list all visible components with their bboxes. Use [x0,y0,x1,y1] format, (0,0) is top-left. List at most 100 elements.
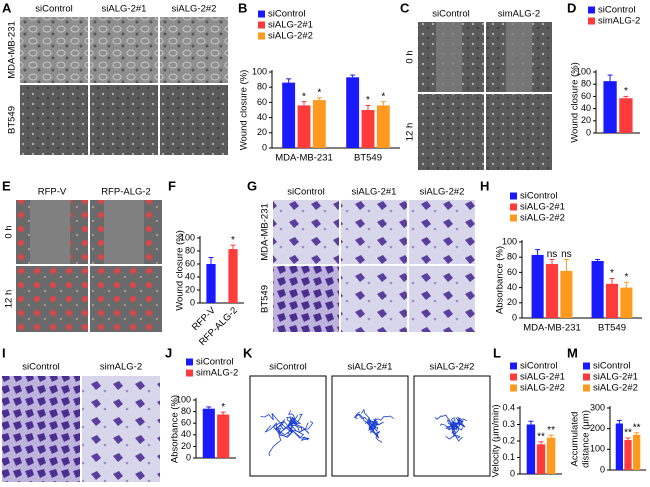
image-label: 0 h [4,225,15,238]
error-bar [538,441,544,445]
cell-track [287,425,310,441]
bar [346,77,360,148]
image-label: simALG-2 [498,9,540,20]
panel-label: G [247,178,257,193]
error-bar [365,104,371,110]
y-tick-label: 200 [590,423,605,433]
bar [376,105,390,148]
bar [228,249,238,303]
cell-track [369,425,383,443]
bar [591,261,604,318]
y-tick-label: 60 [581,91,591,101]
error-bar [208,257,214,264]
y-tick-label: 100 [180,232,195,242]
significance-label: * [317,87,321,98]
legend-swatch [510,384,517,392]
micrographs: siControl siALG-2#1 siALG-2#2 MDA-MB-231… [260,187,475,332]
legend-swatch [510,362,517,370]
error-bar [548,434,554,438]
image-label: siControl [287,187,325,198]
y-tick-label: 0.1 [502,452,515,462]
significance-label: ns [561,249,572,260]
y-tick-label: 60 [185,258,195,268]
y-tick-label: 40 [581,103,591,113]
y-tick-label: 20 [257,127,267,137]
legend-swatch [510,373,517,381]
significance-label: * [381,91,385,102]
y-tick-label: 0 [186,452,191,462]
significance-label: * [366,95,370,106]
error-bar [549,258,555,265]
panel-label: M [567,345,578,360]
y-tick-label: 0 [262,142,267,152]
y-tick-label: 80 [185,245,195,255]
panel-label: C [400,0,410,15]
x-tick-label: MDA-MB-231 [275,153,333,164]
legend-label: siALG-2#1 [520,372,565,383]
image-label: siALG-2#1 [102,4,147,15]
y-tick-label: 20 [581,115,591,125]
legend-label: siControl [520,191,558,202]
y-axis-label: Wound closure (%) [570,62,581,143]
image-label: siALG-2#2 [430,362,475,373]
legend-label: simALG-2 [598,16,640,27]
image-label: siControl [35,4,73,15]
cell-track [287,410,296,427]
legend-label: siALG-2#2 [268,31,313,42]
legend-label: siALG-2#2 [520,213,565,224]
legend-label: siALG-2#1 [268,20,313,31]
bar [624,440,632,470]
legend-label: siControl [268,9,306,20]
legend-swatch [186,358,193,366]
bar [297,105,311,148]
y-tick-label: 0 [600,464,605,474]
cell-track [287,420,314,432]
legend-swatch [510,192,517,200]
y-axis-label: Absorbance (%) [495,246,506,314]
cell-track [368,418,379,430]
panel-label: A [2,0,12,15]
cell-track [260,413,292,433]
legend-swatch [258,21,265,29]
y-tick-label: 100 [176,394,191,404]
legend-swatch [583,362,590,370]
y-tick-label: 40 [257,112,267,122]
bar [620,287,633,318]
significance-label: * [221,402,225,413]
legend-swatch [583,384,590,392]
error-bar [316,97,322,101]
significance-label: ** [624,428,632,439]
image-label: siControl [432,9,470,20]
legend-label: siALG-2#1 [593,372,638,383]
image-label: siALG-2#1 [352,187,397,198]
significance-label: * [302,91,306,102]
micrographs: siControl simALG-2 [2,362,160,482]
y-axis-label: Velocity (μm/min) [491,404,502,477]
y-tick-label: 0.4 [502,402,515,412]
y-tick-label: 0 [510,468,515,478]
cell-track [450,421,460,437]
error-bar [350,74,356,78]
bar [619,98,633,133]
bar [546,437,556,474]
y-tick-label: 100 [590,444,605,454]
error-bar [623,95,629,99]
cell-track [264,421,289,433]
y-tick-label: 20 [507,297,517,307]
significance-label: * [624,86,628,97]
cell-track [445,425,461,440]
image-label: 12 h [405,123,416,142]
legend-label: siControl [593,361,631,372]
significance-label: * [231,235,235,246]
y-tick-label: 300 [590,402,605,412]
image-label: simALG-2 [100,362,142,373]
panel-label: L [493,345,501,360]
y-tick-label: 60 [507,267,517,277]
track-plots: siControl siALG-2#1 siALG-2#2 [249,362,491,477]
image-label: MDA-MB-231 [260,203,271,261]
cell-track [369,424,381,435]
y-tick-label: 20 [181,441,191,451]
bar [526,424,536,474]
bar [633,434,641,470]
y-axis-label: distance (μm) [581,410,592,468]
